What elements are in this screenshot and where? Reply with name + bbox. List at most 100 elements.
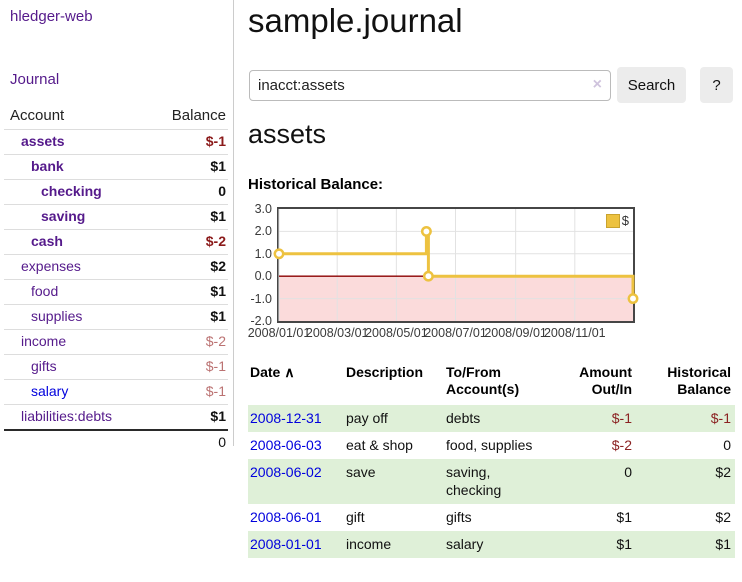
account-link[interactable]: cash: [31, 233, 63, 249]
accounts-total-balance: 0: [218, 434, 226, 450]
main-content: sample.journal × Search ? assets Histori…: [248, 0, 742, 582]
account-balance: $-2: [205, 233, 226, 249]
transaction-balance: $2: [715, 509, 731, 525]
chart-svg: [273, 209, 639, 321]
chart-legend: $: [604, 212, 630, 229]
account-cell: saving: [4, 205, 147, 230]
account-row: food $1: [4, 279, 228, 305]
data-point-marker: [273, 248, 285, 260]
account-link[interactable]: gifts: [31, 358, 57, 374]
account-row: bank $1: [4, 154, 228, 180]
transaction-amount: $1: [616, 509, 632, 525]
transaction-accounts: gifts: [446, 509, 472, 525]
y-tick-label: -2.0: [250, 314, 272, 328]
account-balance: $-1: [205, 383, 226, 399]
transaction-balance: $-1: [710, 410, 731, 426]
account-cell: assets: [4, 130, 147, 155]
transaction-description: eat & shop: [346, 437, 413, 453]
transaction-accounts: food, supplies: [446, 437, 533, 453]
search-input[interactable]: [249, 70, 611, 101]
search-button[interactable]: Search: [617, 67, 686, 103]
date-header-label: Date: [250, 364, 281, 380]
transaction-row[interactable]: 2008-06-01 gift gifts $1 $2: [248, 504, 735, 531]
account-row: expenses $2: [4, 254, 228, 280]
transaction-balance: $2: [715, 464, 731, 480]
y-tick-label: 1.0: [254, 246, 272, 261]
brand-link[interactable]: hledger-web: [10, 8, 93, 25]
transaction-row[interactable]: 2008-01-01 income salary $1 $1: [248, 531, 735, 558]
transaction-row[interactable]: 2008-06-02 save saving, checking 0 $2: [248, 459, 735, 504]
transaction-accounts: debts: [446, 410, 481, 426]
x-tick-label: 2008/05/01: [365, 326, 428, 340]
account-cell: checking: [4, 180, 147, 205]
transaction-date-link[interactable]: 2008-06-03: [250, 437, 322, 453]
chart-plot-area: $: [273, 207, 639, 323]
account-cell: liabilities:debts: [4, 405, 147, 431]
transaction-row[interactable]: 2008-12-31 pay off debts $-1 $-1: [248, 405, 735, 432]
account-balance: 0: [218, 183, 226, 199]
data-point-marker: [420, 225, 432, 237]
account-cell: income: [4, 330, 147, 355]
account-link[interactable]: salary: [31, 383, 69, 399]
transaction-date-link[interactable]: 2008-12-31: [250, 410, 322, 426]
transaction-amount: $1: [616, 536, 632, 552]
account-balance: $1: [210, 283, 226, 299]
accounts-header-balance: Balance: [171, 107, 226, 124]
account-link[interactable]: expenses: [21, 258, 81, 274]
transactions-header-row: Date ∧ Description To/From Account(s) Amo…: [248, 360, 735, 405]
transaction-date-cell: 2008-06-02: [248, 459, 342, 504]
account-link[interactable]: supplies: [31, 308, 83, 324]
txns-tbody: 2008-12-31 pay off debts $-1 $-1 2008-06-03 ea…: [248, 405, 735, 558]
account-cell: salary: [4, 380, 147, 405]
transaction-accounts: saving, checking: [446, 464, 502, 498]
col-header-date[interactable]: Date ∧: [248, 360, 342, 405]
transaction-balance: 0: [723, 437, 731, 453]
transaction-date-cell: 2008-01-01: [248, 531, 342, 558]
account-cell: expenses: [4, 255, 147, 280]
account-link[interactable]: food: [31, 283, 59, 299]
transaction-date-cell: 2008-06-01: [248, 504, 342, 531]
account-balance: $-2: [205, 333, 226, 349]
account-link[interactable]: checking: [41, 183, 102, 199]
account-cell: bank: [4, 155, 147, 180]
transaction-date-link[interactable]: 2008-06-01: [250, 509, 322, 525]
account-link[interactable]: income: [21, 333, 67, 349]
col-header-historical-balance: Historical Balance: [667, 364, 731, 397]
chart-x-axis: 2008/01/01 2008/03/01 2008/05/01 2008/07/01…: [248, 326, 633, 342]
transaction-amount: $-2: [611, 437, 632, 453]
account-row: checking 0: [4, 179, 228, 205]
account-link[interactable]: bank: [31, 158, 64, 174]
transaction-amount: 0: [624, 464, 632, 480]
transaction-accounts: salary: [446, 536, 484, 552]
x-tick-label: 2008/03/01: [305, 326, 369, 340]
y-tick-label: 3.0: [254, 202, 272, 216]
transaction-date-link[interactable]: 2008-06-02: [250, 464, 322, 480]
account-row: gifts $-1: [4, 354, 228, 380]
chart-y-axis: 3.0 2.0 1.0 0.0 -1.0 -2.0: [248, 202, 272, 328]
y-tick-label: -1.0: [250, 291, 272, 306]
clear-search-icon[interactable]: ×: [592, 76, 602, 93]
help-button[interactable]: ?: [700, 67, 733, 103]
account-link[interactable]: liabilities:debts: [21, 408, 113, 424]
account-cell: cash: [4, 230, 147, 255]
search-form: × Search ?: [248, 67, 742, 105]
account-row: cash $-2: [4, 229, 228, 255]
col-header-description: Description: [346, 364, 424, 380]
chart-title: Historical Balance:: [248, 176, 384, 193]
transaction-date-link[interactable]: 2008-01-01: [250, 536, 322, 552]
y-tick-label: 0.0: [254, 269, 272, 284]
account-balance: $2: [210, 258, 226, 274]
x-tick-label: 2008/09/01: [484, 326, 547, 340]
historical-balance-chart[interactable]: 3.0 2.0 1.0 0.0 -1.0 -2.0 $ 2008/01/01 2008/03…: [248, 200, 688, 348]
account-link[interactable]: saving: [41, 208, 86, 224]
account-link[interactable]: assets: [21, 133, 65, 149]
legend-label: $: [621, 213, 629, 228]
account-row: supplies $1: [4, 304, 228, 330]
legend-swatch-icon: [605, 213, 620, 228]
sidebar-item-journal[interactable]: Journal: [10, 71, 60, 88]
account-row: liabilities:debts $1: [4, 404, 228, 431]
transaction-balance: $1: [715, 536, 731, 552]
transactions-table: Date ∧ Description To/From Account(s) Amo…: [248, 360, 735, 558]
transaction-row[interactable]: 2008-06-03 eat & shop food, supplies $-2 0: [248, 432, 735, 459]
accounts-table: Account Balance assets $-1 bank $1 checking 0…: [4, 103, 228, 455]
